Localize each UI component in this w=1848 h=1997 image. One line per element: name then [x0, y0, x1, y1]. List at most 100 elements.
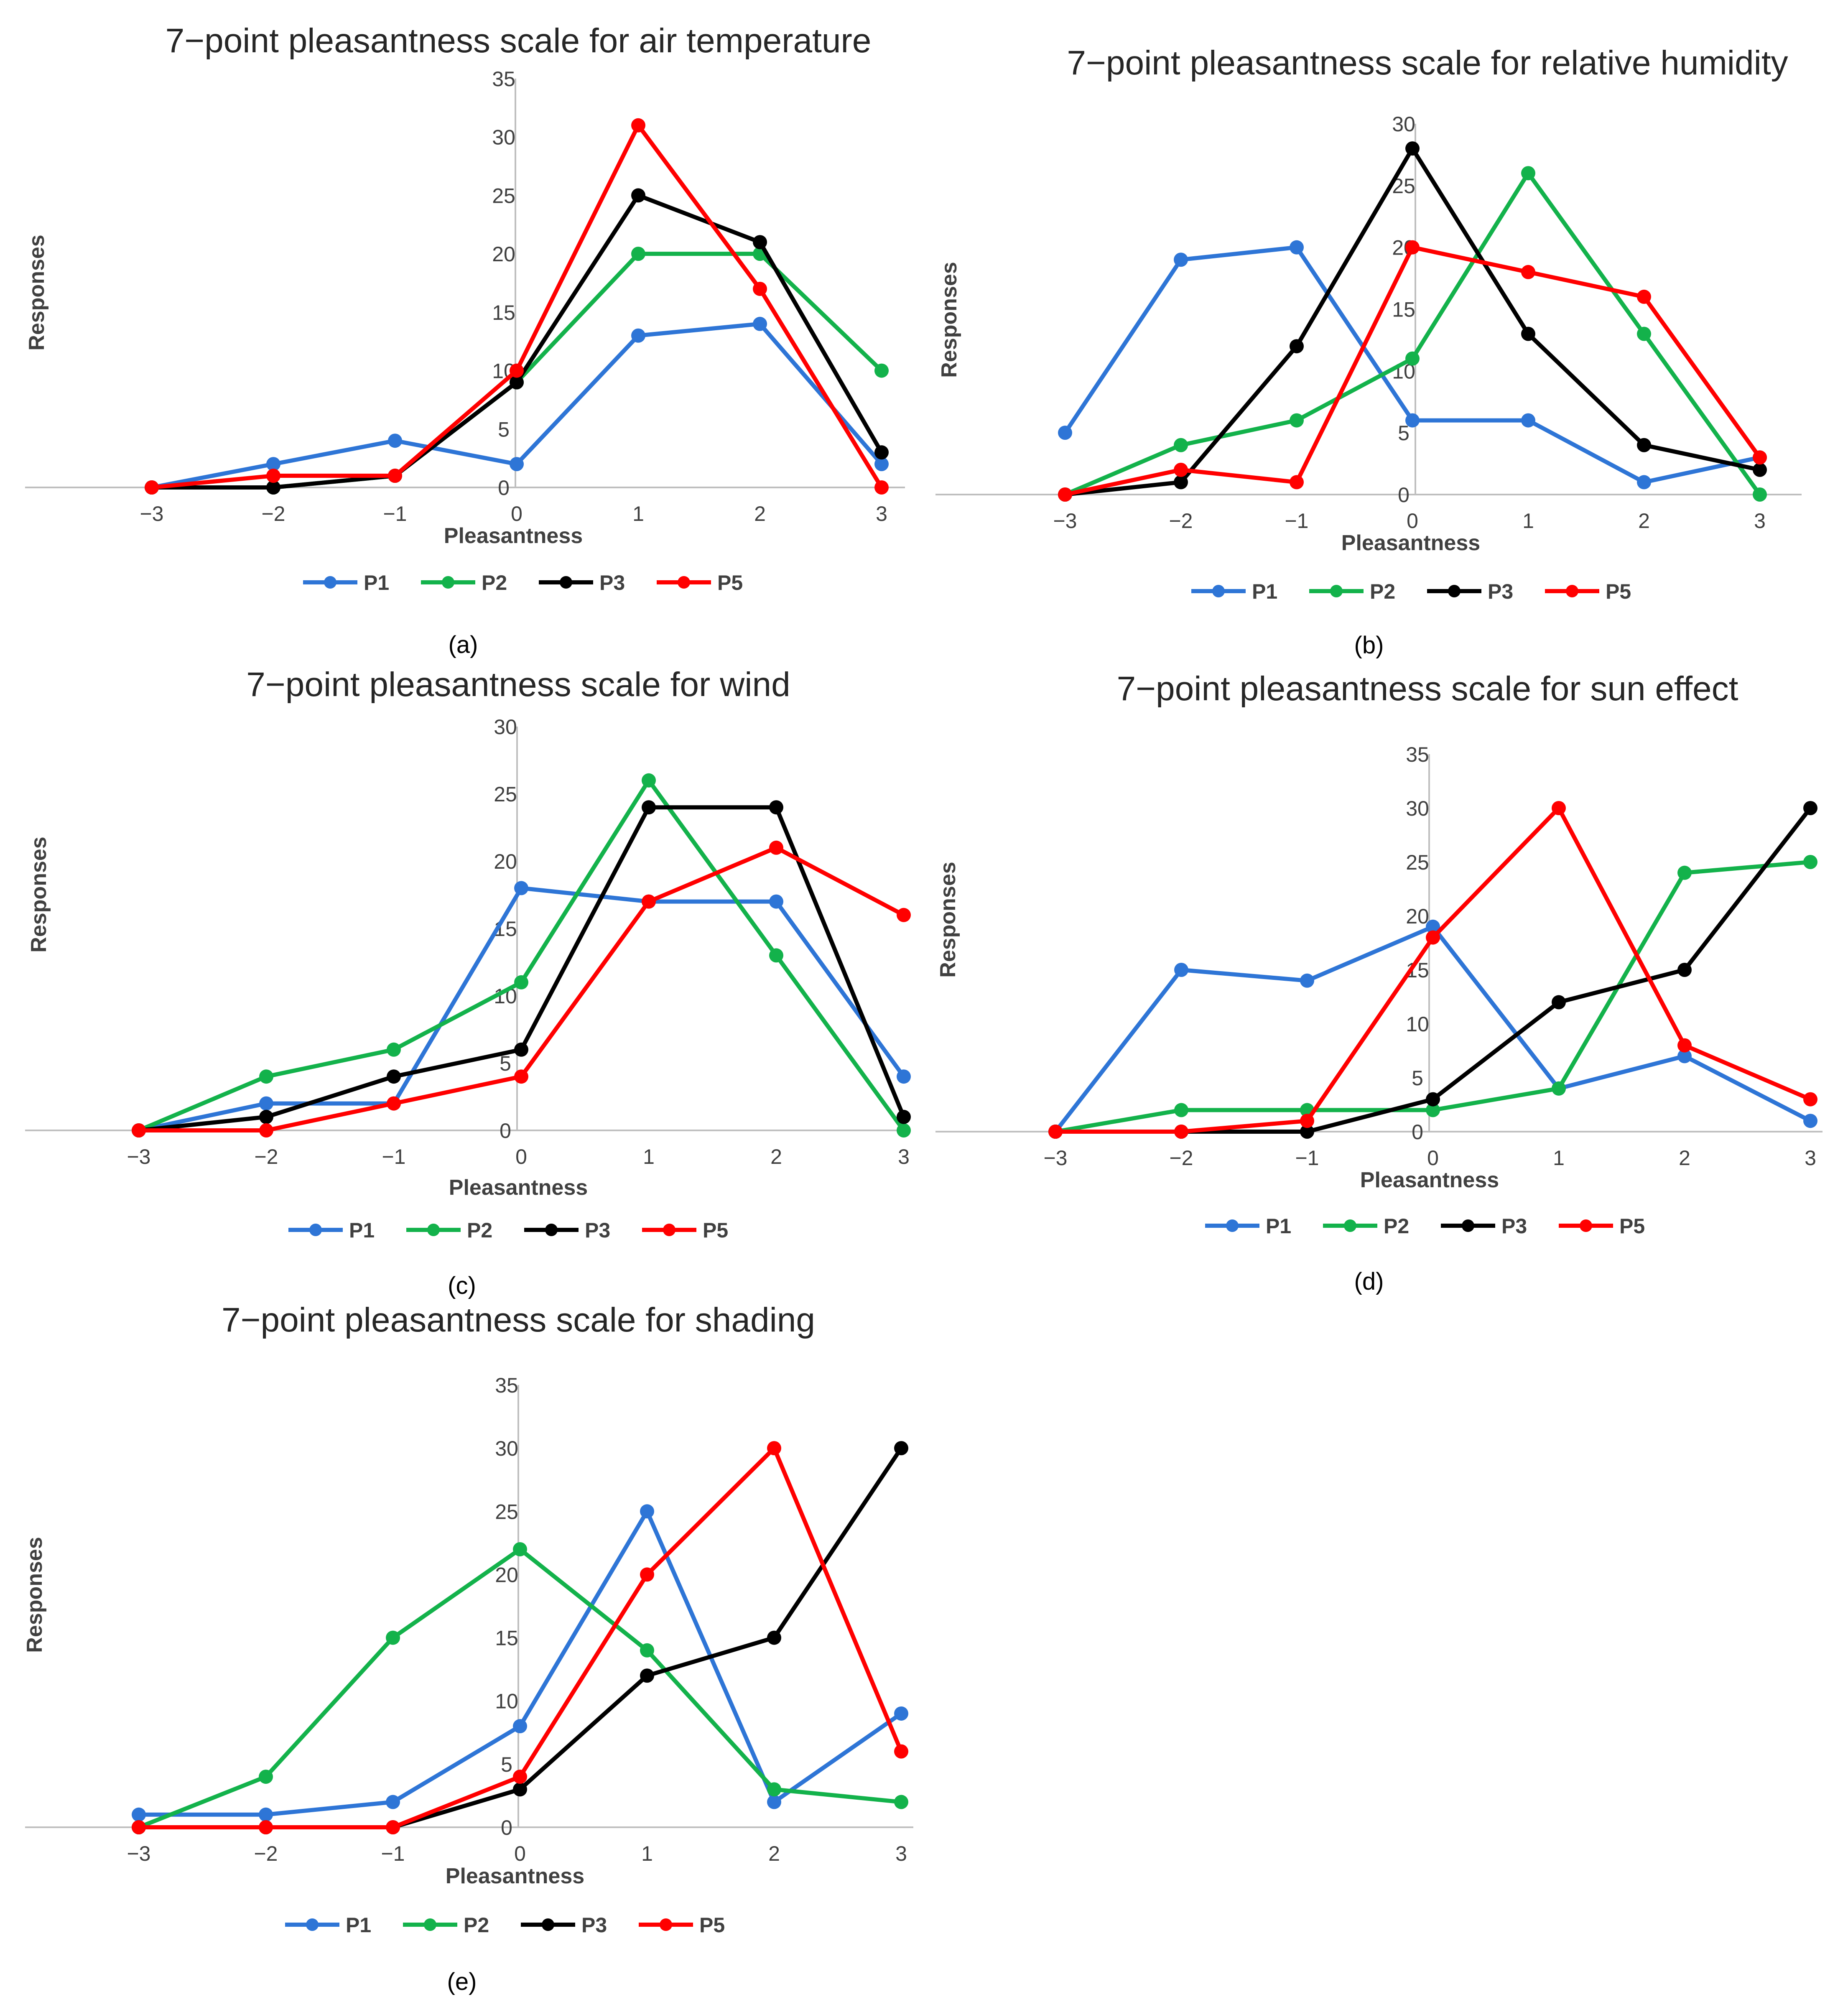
panel-b-series-p5-point	[1174, 462, 1188, 477]
panel-e-series-p5-point	[767, 1441, 781, 1456]
panel-e-series-p1-point	[513, 1719, 527, 1734]
panel-b-legend-p5-marker	[1566, 585, 1578, 597]
panel-e-x-axis-label: Pleasantness	[446, 1864, 584, 1888]
panel-e-xtick-label: 3	[895, 1842, 907, 1865]
panel-b-series-p1-point	[1290, 240, 1304, 255]
panel-a-xtick-label: −1	[383, 502, 407, 525]
panel-a-series-p3-point	[510, 375, 524, 390]
panel-b-ytick-label: 15	[1392, 298, 1415, 321]
panel-e-legend-p2-marker	[424, 1918, 436, 1931]
panel-b-series-p5-point	[1753, 450, 1767, 465]
panel-e-series-p2-point	[386, 1630, 400, 1645]
panel-d-series-p3-point	[1426, 1092, 1440, 1107]
panel-d-series-p3-point	[1803, 801, 1817, 815]
panel-e-title: 7−point pleasantness scale for shading	[222, 1301, 815, 1339]
panel-e-series-p1-point	[894, 1706, 908, 1721]
panel-d-legend-p3-label: P3	[1501, 1214, 1527, 1238]
panel-a-series-p3-point	[874, 445, 889, 460]
panel-a-x-axis-label: Pleasantness	[444, 524, 583, 548]
panel-c-legend-p1-marker	[309, 1224, 322, 1236]
panel-c-xtick-label: −1	[382, 1145, 405, 1168]
panel-e-series-p2-point	[767, 1782, 781, 1797]
panel-e-series-p1-point	[640, 1504, 654, 1519]
panel-a-ytick-label: 15	[492, 301, 515, 324]
panel-c-series-p1-point	[259, 1096, 273, 1111]
panel-b-series-p3-point	[1290, 339, 1304, 354]
panel-c-ytick-label: 25	[494, 783, 517, 806]
panel-b: 7−point pleasantness scale for relative …	[935, 44, 1802, 659]
panel-c-xtick-label: 2	[770, 1145, 782, 1168]
panel-c-ytick-label: 0	[500, 1119, 511, 1143]
panel-b-series-p2-point	[1405, 351, 1420, 366]
panel-c-series-p3-point	[769, 800, 783, 815]
panel-e-series-p5-point	[132, 1820, 146, 1834]
panel-b-legend-p2-marker	[1330, 585, 1343, 597]
panel-b-legend-p1-label: P1	[1252, 580, 1277, 603]
panel-d-series-p1-point	[1300, 973, 1314, 988]
panel-a-ytick-label: 0	[498, 476, 510, 500]
panel-c-series-p5-point	[387, 1096, 401, 1111]
panel-d-ytick-label: 25	[1406, 851, 1429, 874]
panel-a-ytick-label: 20	[492, 242, 515, 266]
panel-d-y-axis-label: Responses	[936, 862, 960, 977]
panel-a-series-p1-point	[266, 457, 280, 472]
panel-a-series-p3-point	[266, 480, 280, 495]
panel-c-legend-p5-marker	[663, 1224, 675, 1236]
panel-e-series-p2-point	[640, 1643, 654, 1658]
panel-a-y-axis-label: Responses	[25, 235, 49, 350]
panel-c-title: 7−point pleasantness scale for wind	[246, 666, 790, 704]
panel-d-ytick-label: 20	[1406, 905, 1429, 928]
panel-b-xtick-label: −1	[1285, 509, 1308, 533]
panel-e-y-axis-label: Responses	[23, 1537, 47, 1653]
panel-e-ytick-label: 20	[495, 1563, 518, 1586]
panel-e-series-p3-point	[894, 1441, 908, 1456]
panel-c-series-p1-point	[897, 1069, 911, 1084]
panel-c-legend-p3-label: P3	[585, 1219, 610, 1242]
panel-b-series-p3-point	[1637, 438, 1651, 452]
panel-a-series-p1-point	[753, 316, 767, 331]
panel-e-series-p5-point	[259, 1820, 273, 1834]
panel-c-ytick-label: 30	[494, 715, 517, 739]
panel-e-xtick-label: −2	[254, 1842, 278, 1865]
panel-c-series-p1-point	[514, 881, 528, 895]
panel-e-caption: (e)	[447, 1968, 477, 1995]
panel-c-series-p2-point	[514, 975, 528, 990]
panel-d-series-p2-point	[1803, 855, 1817, 869]
panel-a-series-p1-point	[874, 457, 889, 472]
panel-a-legend-p1-label: P1	[364, 571, 389, 594]
panel-a-series-p5-point	[874, 480, 889, 495]
panel-d-xtick-label: 0	[1427, 1146, 1439, 1170]
panel-d-legend-p5-marker	[1580, 1219, 1592, 1232]
panel-b-legend-p5-label: P5	[1606, 580, 1631, 603]
panel-c-x-axis-label: Pleasantness	[449, 1176, 588, 1200]
panel-a-xtick-label: 3	[876, 502, 887, 525]
panel-c-series-p5-point	[259, 1123, 273, 1137]
panel-b-series-p3-point	[1753, 462, 1767, 477]
panel-b-legend-p3-label: P3	[1488, 580, 1513, 603]
panel-e-xtick-label: −3	[127, 1842, 150, 1865]
panel-d-legend-p1-marker	[1226, 1219, 1239, 1232]
panel-d-legend-p5-label: P5	[1619, 1214, 1645, 1238]
panel-c-series-p5-point	[642, 894, 656, 909]
panel-d-series-p2-point	[1174, 1103, 1188, 1117]
panel-a-xtick-label: 2	[754, 502, 766, 525]
panel-d-legend-p2-marker	[1344, 1219, 1356, 1232]
panel-d-series-p5-point	[1552, 801, 1566, 815]
panel-c-xtick-label: 1	[643, 1145, 655, 1168]
panel-e-ytick-label: 35	[495, 1374, 518, 1397]
panel-b-legend-p1-marker	[1212, 585, 1225, 597]
panel-a-legend-p5-label: P5	[717, 571, 743, 594]
panel-d-xtick-label: −2	[1169, 1146, 1193, 1170]
panel-c-series-p3-point	[259, 1109, 273, 1124]
panel-e-series-p3-point	[513, 1782, 527, 1797]
panel-e-ytick-label: 0	[501, 1816, 512, 1839]
panel-b-y-axis-label: Responses	[937, 262, 961, 377]
panel-e-series-p2-point	[259, 1770, 273, 1784]
panel-c-series-p2-point	[642, 773, 656, 788]
panel-c-xtick-label: 0	[515, 1145, 527, 1168]
panel-c-series-p3-point	[642, 800, 656, 815]
panel-e-series-p1-point	[767, 1795, 781, 1809]
panel-b-series-p3-point	[1521, 326, 1535, 341]
panel-e-xtick-label: 1	[641, 1842, 653, 1865]
panel-e-series-p5-point	[386, 1820, 400, 1834]
